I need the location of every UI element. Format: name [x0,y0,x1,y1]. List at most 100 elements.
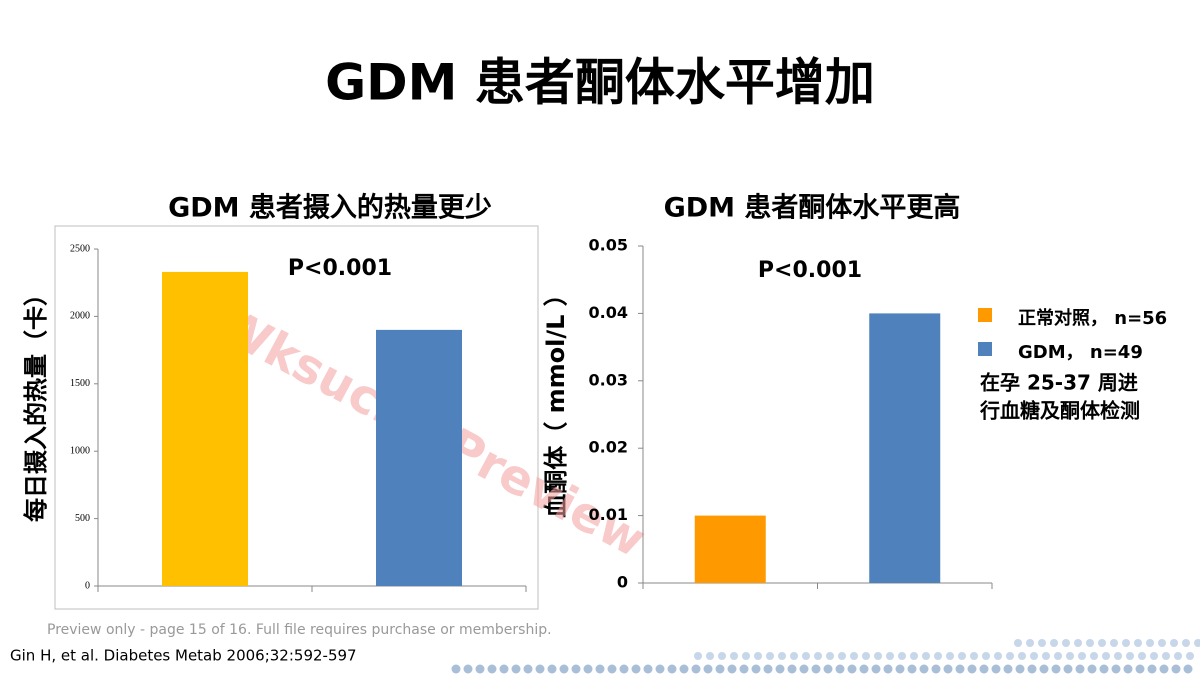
dot [1158,639,1166,647]
dot [895,664,905,674]
dot [967,664,977,674]
dot [1027,664,1037,674]
dot [802,652,810,660]
y-tick-label: 2500 [70,243,90,254]
y-tick-label: 1000 [70,445,90,456]
dot [907,664,917,674]
dot [1111,664,1121,674]
chart-frame [54,225,539,610]
dot [730,652,738,660]
dot [631,664,641,674]
dot [751,664,761,674]
dot [607,664,617,674]
dot [883,664,893,674]
dot [1182,639,1190,647]
dot [1087,664,1097,674]
note: 在孕 25-37 周进 [980,371,1138,395]
dot [1018,652,1026,660]
dot [1159,664,1169,674]
bar [376,329,462,586]
dot [763,664,773,674]
dot [1086,639,1094,647]
dot [1135,664,1145,674]
dot [1099,664,1109,674]
dot [463,664,473,674]
y-tick-label: 500 [75,513,90,524]
dot [799,664,809,674]
dot [886,652,894,660]
dot [1170,639,1178,647]
dot [946,652,954,660]
dot [1186,652,1194,660]
dot [643,664,653,674]
dot [859,664,869,674]
y-axis-label: 每日摄入的热量（卡） [22,282,50,522]
decoration [451,639,1200,674]
y-tick-label: 0.01 [589,505,628,524]
dot [1122,639,1130,647]
dot [706,652,714,660]
dot [499,664,509,674]
dot [766,652,774,660]
dot [991,664,1001,674]
dot [667,664,677,674]
dot [1126,652,1134,660]
dot [970,652,978,660]
bar [694,515,766,583]
y-tick-label: 0.03 [589,370,628,389]
dot [1174,652,1182,660]
dot [754,652,762,660]
dot [1123,664,1133,674]
dot [787,664,797,674]
dot [922,652,930,660]
dot [583,664,593,674]
dot [1062,639,1070,647]
dot [790,652,798,660]
dot [1039,664,1049,674]
dot [595,664,605,674]
dot [1014,639,1022,647]
dot [847,664,857,674]
dot [523,664,533,674]
dot [874,652,882,660]
dot [1050,639,1058,647]
dot [1147,664,1157,674]
dot [475,664,485,674]
y-tick-label: 0.05 [589,236,628,255]
citation: Gin H, et al. Diabetes Metab 2006;32:592… [10,647,357,665]
annotation: P<0.001 [288,256,392,281]
dot [547,664,557,674]
dot [1015,664,1025,674]
dot [835,664,845,674]
dot [1162,652,1170,660]
dot [742,652,750,660]
dot [694,652,702,660]
dot [1138,652,1146,660]
dot [1051,664,1061,674]
dot [487,664,497,674]
y-tick-label: 1500 [70,378,90,389]
dot [1194,639,1200,647]
dot [1066,652,1074,660]
dot [1078,652,1086,660]
dot [727,664,737,674]
dot [838,652,846,660]
dot [655,664,665,674]
preview-notice: Preview only - page 15 of 16. Full file … [47,622,552,638]
dot [778,652,786,660]
dot [811,664,821,674]
dot [910,652,918,660]
legend-label: GDM， n=49 [1018,342,1143,363]
dot [934,652,942,660]
dot [1098,639,1106,647]
y-tick-label: 0 [85,580,90,591]
dot [958,652,966,660]
legend-label: 正常对照， n=56 [1018,307,1167,329]
dot [1183,664,1193,674]
bar [869,313,941,583]
dot [679,664,689,674]
dot [1110,639,1118,647]
dot [1074,639,1082,647]
dot [619,664,629,674]
y-tick-label: 2000 [70,311,90,322]
